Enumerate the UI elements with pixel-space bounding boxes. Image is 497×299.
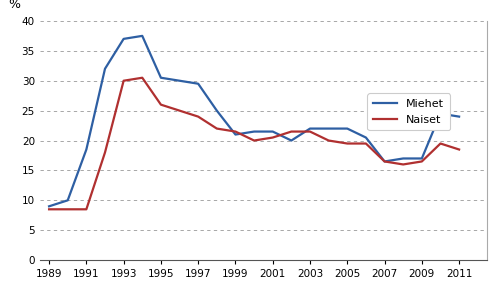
Naiset <box>83 208 89 211</box>
Miehet <box>195 82 201 86</box>
Naiset <box>176 109 182 112</box>
Naiset <box>270 136 276 139</box>
Miehet <box>83 148 89 151</box>
Miehet <box>139 34 145 38</box>
Naiset <box>288 130 294 133</box>
Miehet <box>251 130 257 133</box>
Miehet <box>102 67 108 71</box>
Line: Naiset: Naiset <box>49 78 459 209</box>
Miehet <box>400 157 406 160</box>
Naiset <box>214 127 220 130</box>
Naiset <box>326 139 331 142</box>
Naiset <box>158 103 164 106</box>
Naiset <box>102 151 108 154</box>
Legend: Miehet, Naiset: Miehet, Naiset <box>367 93 450 130</box>
Miehet <box>344 127 350 130</box>
Naiset <box>307 130 313 133</box>
Naiset <box>251 139 257 142</box>
Naiset <box>344 142 350 145</box>
Naiset <box>456 148 462 151</box>
Naiset <box>400 163 406 166</box>
Miehet <box>176 79 182 83</box>
Naiset <box>65 208 71 211</box>
Miehet <box>214 109 220 112</box>
Miehet <box>288 139 294 142</box>
Line: Miehet: Miehet <box>49 36 459 206</box>
Miehet <box>121 37 127 41</box>
Miehet <box>46 205 52 208</box>
Miehet <box>326 127 331 130</box>
Miehet <box>270 130 276 133</box>
Miehet <box>437 112 443 115</box>
Miehet <box>233 133 239 136</box>
Naiset <box>419 160 425 163</box>
Naiset <box>46 208 52 211</box>
Naiset <box>437 142 443 145</box>
Naiset <box>139 76 145 80</box>
Text: %: % <box>8 0 20 11</box>
Naiset <box>233 130 239 133</box>
Miehet <box>307 127 313 130</box>
Naiset <box>121 79 127 83</box>
Naiset <box>195 115 201 118</box>
Naiset <box>382 160 388 163</box>
Miehet <box>65 199 71 202</box>
Miehet <box>419 157 425 160</box>
Miehet <box>363 136 369 139</box>
Miehet <box>158 76 164 80</box>
Naiset <box>363 142 369 145</box>
Miehet <box>456 115 462 118</box>
Miehet <box>382 160 388 163</box>
